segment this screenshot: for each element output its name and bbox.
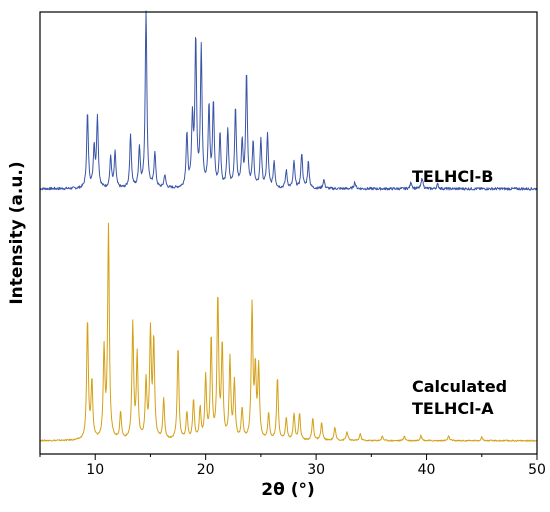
x-axis-ticks: 10 20 30 40 50 [39,454,546,478]
x-tick-label: 20 [197,462,215,478]
series-line-0 [39,10,538,191]
x-tick-label: 30 [307,462,325,478]
trace-layer [39,10,538,442]
x-tick-label: 40 [418,462,436,478]
x-axis-title: 2θ (°) [261,480,314,500]
series-label-0: TELHCl-B [412,167,494,186]
series-label-1: Calculated [412,377,507,396]
x-tick-label: 50 [528,462,546,478]
x-tick-label: 10 [86,462,104,478]
y-axis-title: Intensity (a.u.) [7,161,27,304]
series-labels: TELHCl-B Calculated TELHCl-A [412,167,507,418]
plot-frame [39,11,538,455]
series-label-1: TELHCl-A [412,399,494,418]
series-line-1 [39,222,538,442]
